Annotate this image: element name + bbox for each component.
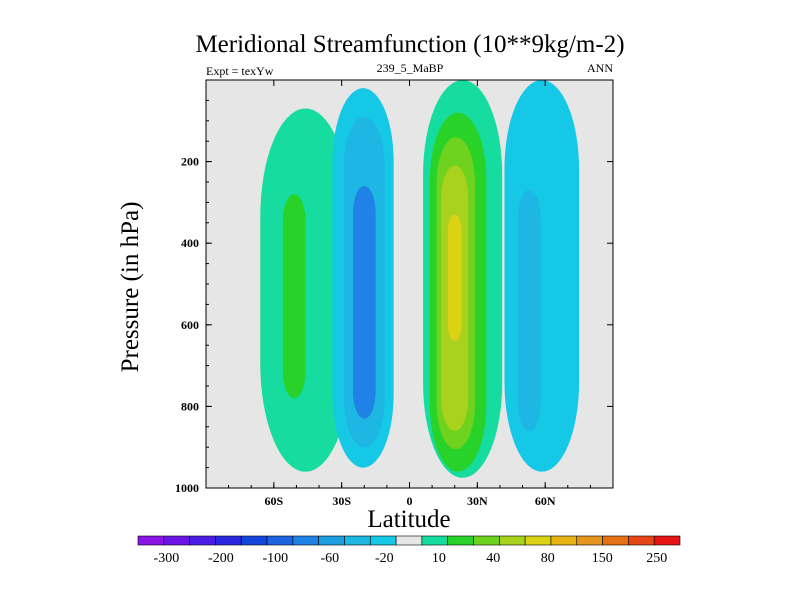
contour-region-hadley-peak [447,214,462,342]
colorbar-swatch [576,535,603,546]
colorbar-swatch [473,535,500,546]
subtitle-right: ANN [587,61,613,75]
x-tick-label: 30S [332,494,351,508]
colorbar-swatch [318,535,345,546]
x-tick-label: 30N [467,494,488,508]
contour-region-sh-ferrel-core [352,186,376,419]
subtitle-center: 239_5_MaBP [377,61,444,75]
colorbar-swatch [266,535,294,546]
colorbar-label: 10 [432,551,446,566]
y-tick-label: 800 [181,399,199,413]
y-tick-label: 400 [181,236,199,250]
x-tick-label: 60S [264,494,283,508]
colorbar-label: -300 [154,551,180,566]
colorbar-label: -20 [375,551,394,566]
colorbar-label: 40 [486,551,500,566]
contour-region-nh-ferrel-negative [504,80,580,472]
y-tick-label: 200 [181,155,199,169]
subtitle-left: Expt = texYw [206,64,274,78]
colorbar-swatch [163,535,190,546]
y-axis-label: Pressure (in hPa) [117,202,144,373]
x-axis-label: Latitude [367,506,450,533]
colorbar-swatch [395,535,423,546]
colorbar-swatch [369,535,397,546]
colorbar-label: -200 [208,551,234,566]
colorbar-swatch [499,535,526,546]
contour-fill-group [260,80,580,478]
colorbar-swatch [137,535,165,546]
x-axis-ticks: 60S 30S 0 30N 60N [205,80,614,508]
colorbar-swatch [421,535,449,546]
colorbar-label: -100 [263,551,289,566]
colorbar: -300 -200 -100 -60 -20 10 40 80 150 250 [137,535,681,566]
chart-title: Meridional Streamfunction (10**9kg/m-2) [195,31,624,58]
colorbar-swatch [240,535,268,546]
colorbar-swatch [447,535,474,546]
contour-region-sh-polar-core [282,194,306,399]
colorbar-swatch [215,535,242,546]
colorbar-label: -60 [321,551,340,566]
colorbar-swatch [524,535,552,546]
y-tick-label: 1000 [175,481,199,495]
colorbar-swatch [344,535,371,546]
x-tick-label: 0 [407,494,413,508]
colorbar-label: 80 [541,551,555,566]
contour-region-nh-ferrel-core [518,190,541,431]
y-tick-label: 600 [181,318,199,332]
y-axis-ticks: 200 400 600 800 1000 [175,79,613,495]
colorbar-swatch [628,535,655,546]
colorbar-swatch [602,535,629,546]
colorbar-label: 150 [592,551,613,566]
colorbar-swatch [189,535,216,546]
colorbar-swatch [653,535,681,546]
colorbar-swatch [292,535,319,546]
x-tick-label: 60N [535,494,556,508]
colorbar-swatch [550,535,578,546]
colorbar-label: 250 [646,551,667,566]
